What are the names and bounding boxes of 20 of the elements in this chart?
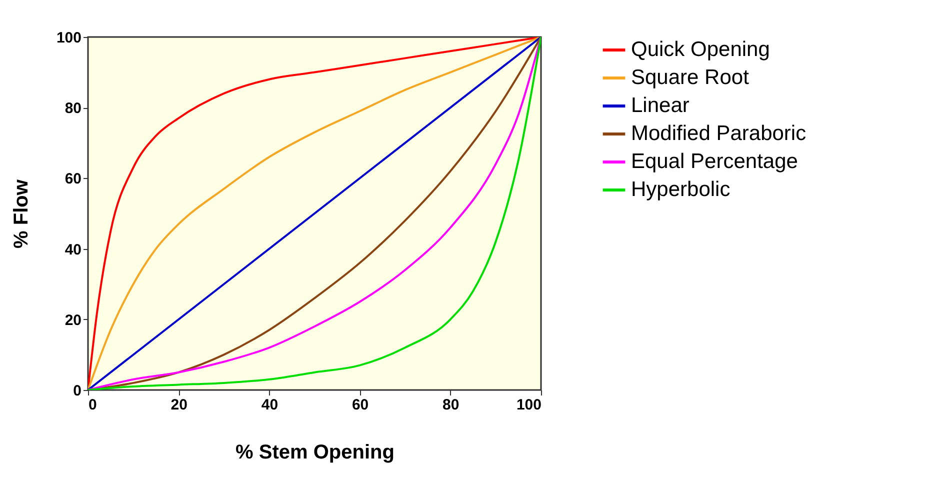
legend-label: Linear (631, 94, 690, 117)
legend-label: Modified Paraboric (631, 122, 806, 145)
legend-label: Equal Percentage (631, 150, 798, 173)
x-tick-label: 0 (88, 396, 97, 414)
legend-label: Quick Opening (631, 38, 770, 61)
y-tick-label: 40 (64, 241, 82, 258)
x-tick-label: 80 (442, 396, 460, 414)
y-tick-label: 0 (73, 382, 82, 400)
x-tick-label: 60 (352, 396, 369, 414)
x-tick-label: 20 (170, 396, 188, 414)
legend-label: Hyperbolic (631, 178, 730, 201)
y-tick-label: 60 (64, 170, 82, 188)
x-axis-title: % Stem Opening (236, 442, 394, 464)
y-tick-label: 20 (64, 312, 82, 329)
x-tick-label: 100 (516, 396, 542, 414)
legend-label: Square Root (631, 66, 750, 89)
x-tick-label: 40 (261, 396, 278, 414)
y-tick-label: 100 (56, 30, 82, 46)
y-axis-title: % Flow (10, 179, 32, 248)
y-tick-label: 80 (64, 100, 82, 118)
